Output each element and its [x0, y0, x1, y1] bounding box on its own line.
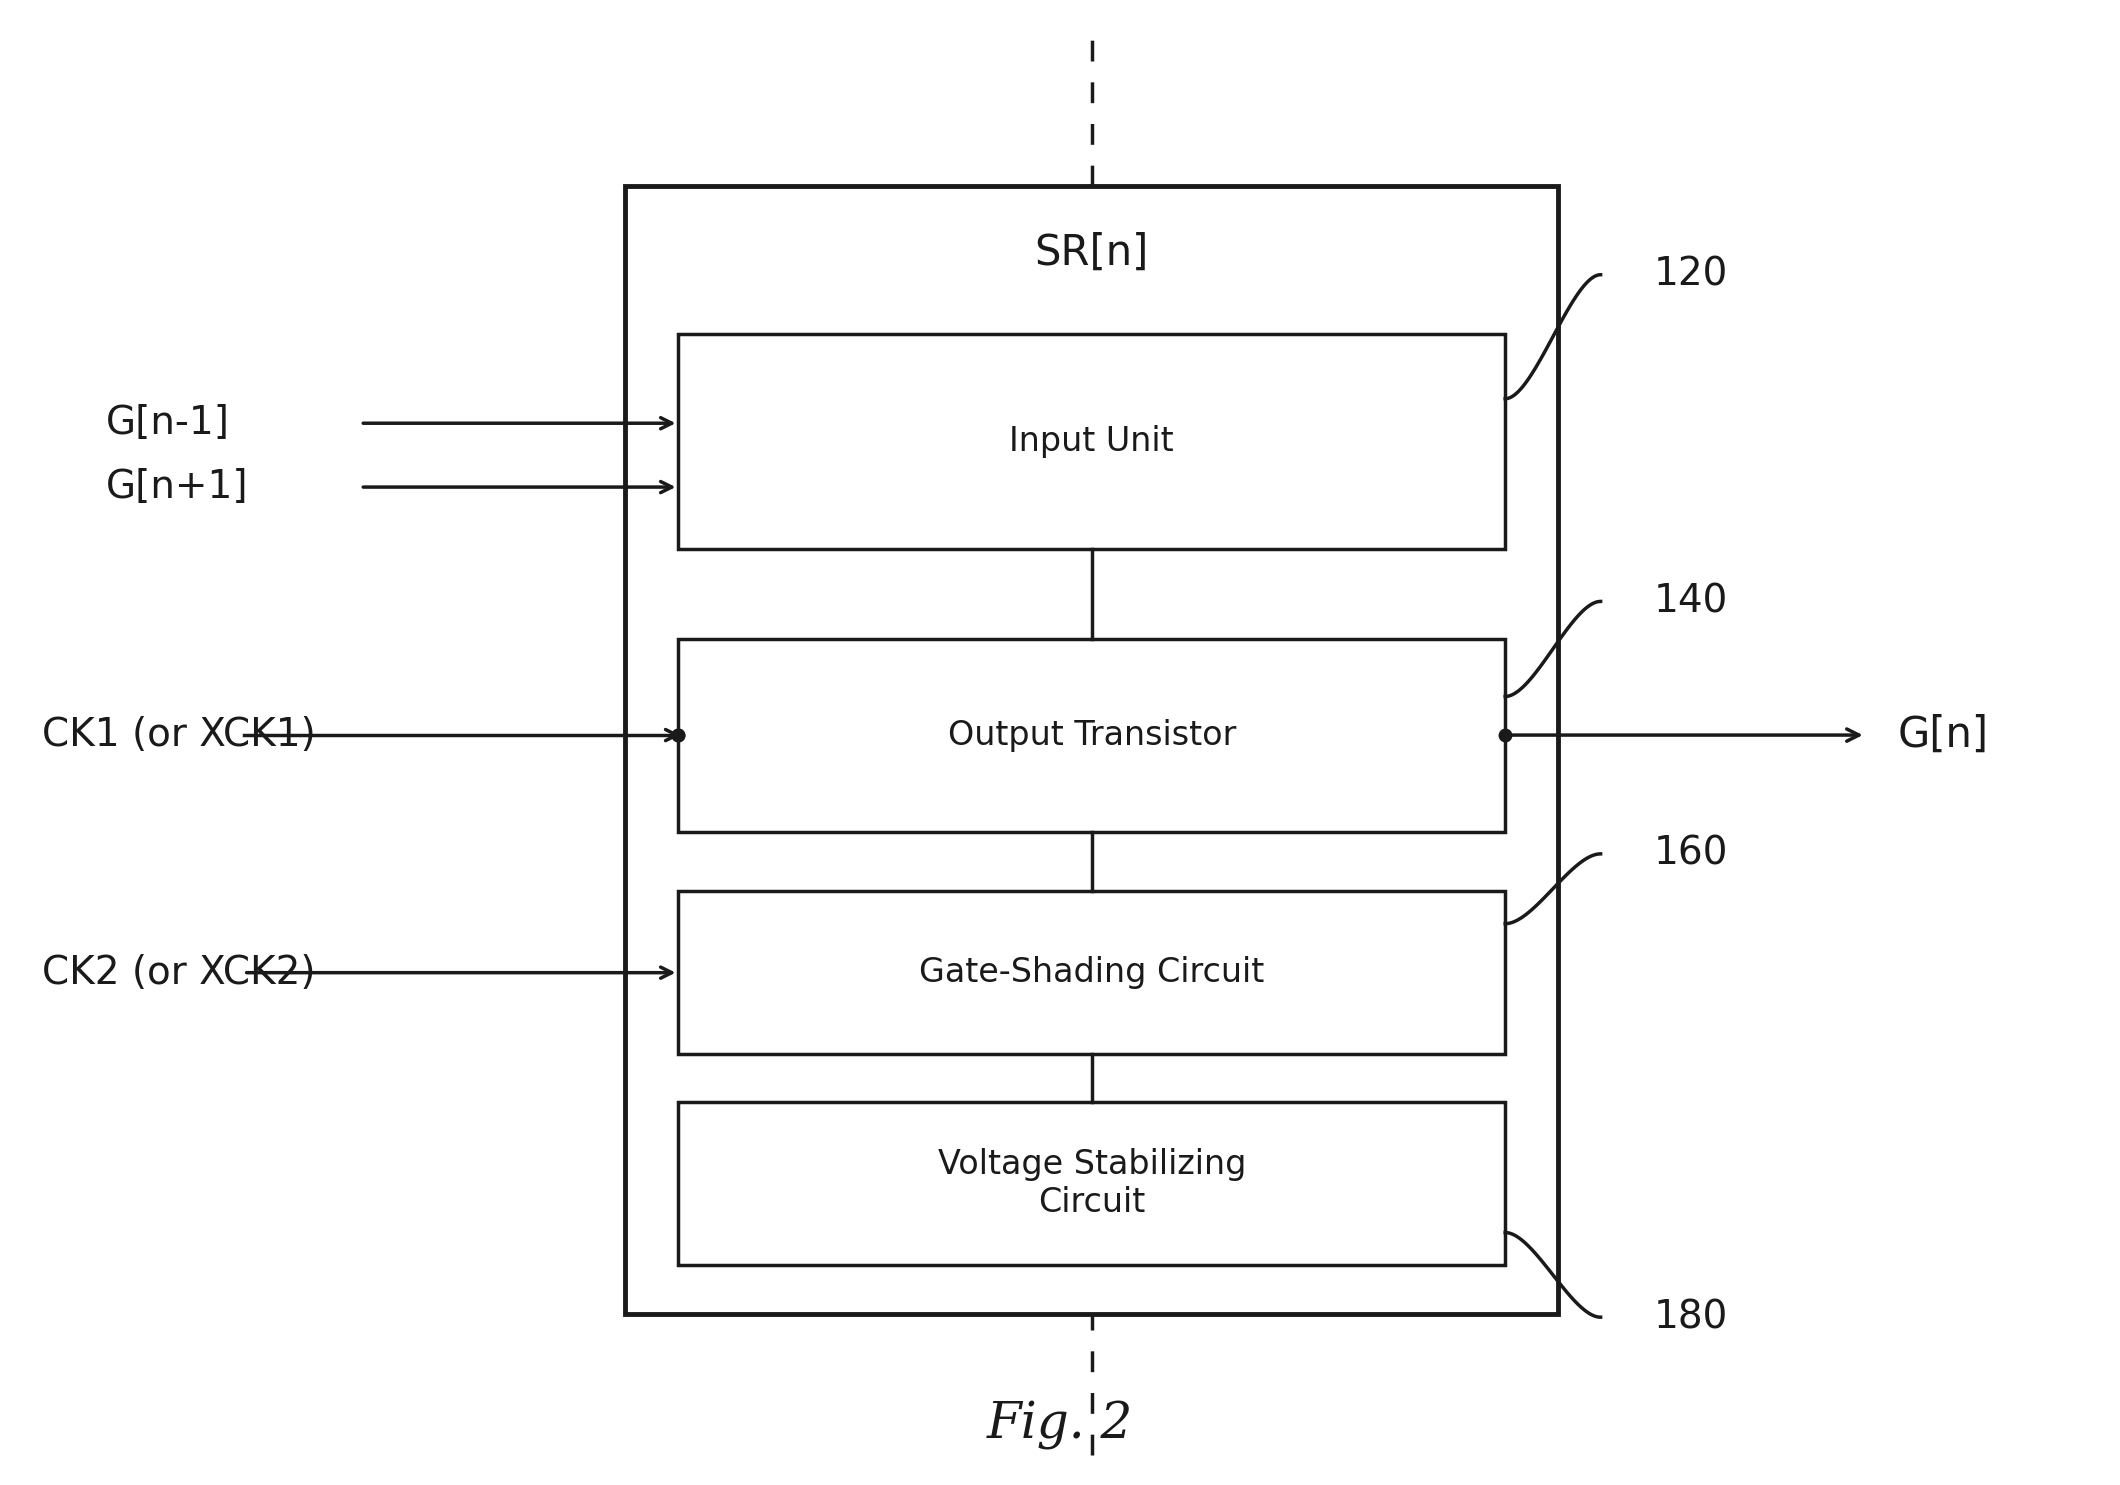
- Text: Fig. 2: Fig. 2: [986, 1400, 1134, 1451]
- Text: SR[n]: SR[n]: [1035, 232, 1149, 273]
- Text: CK2 (or XCK2): CK2 (or XCK2): [42, 953, 316, 992]
- Text: 180: 180: [1654, 1298, 1728, 1337]
- Text: 120: 120: [1654, 255, 1728, 294]
- Bar: [678, 639, 1505, 832]
- Bar: [678, 891, 1505, 1054]
- Text: Input Unit: Input Unit: [1009, 425, 1174, 459]
- Text: G[n+1]: G[n+1]: [106, 468, 248, 506]
- Text: 140: 140: [1654, 582, 1728, 621]
- Text: 160: 160: [1654, 835, 1728, 873]
- Text: G[n]: G[n]: [1897, 714, 1989, 756]
- Bar: [678, 1102, 1505, 1265]
- Text: Gate-Shading Circuit: Gate-Shading Circuit: [920, 956, 1264, 989]
- Text: CK1 (or XCK1): CK1 (or XCK1): [42, 716, 316, 754]
- Text: Voltage Stabilizing
Circuit: Voltage Stabilizing Circuit: [937, 1148, 1247, 1219]
- Bar: [625, 186, 1558, 1314]
- Text: Output Transistor: Output Transistor: [948, 719, 1236, 751]
- Text: G[n-1]: G[n-1]: [106, 404, 229, 443]
- Bar: [678, 334, 1505, 549]
